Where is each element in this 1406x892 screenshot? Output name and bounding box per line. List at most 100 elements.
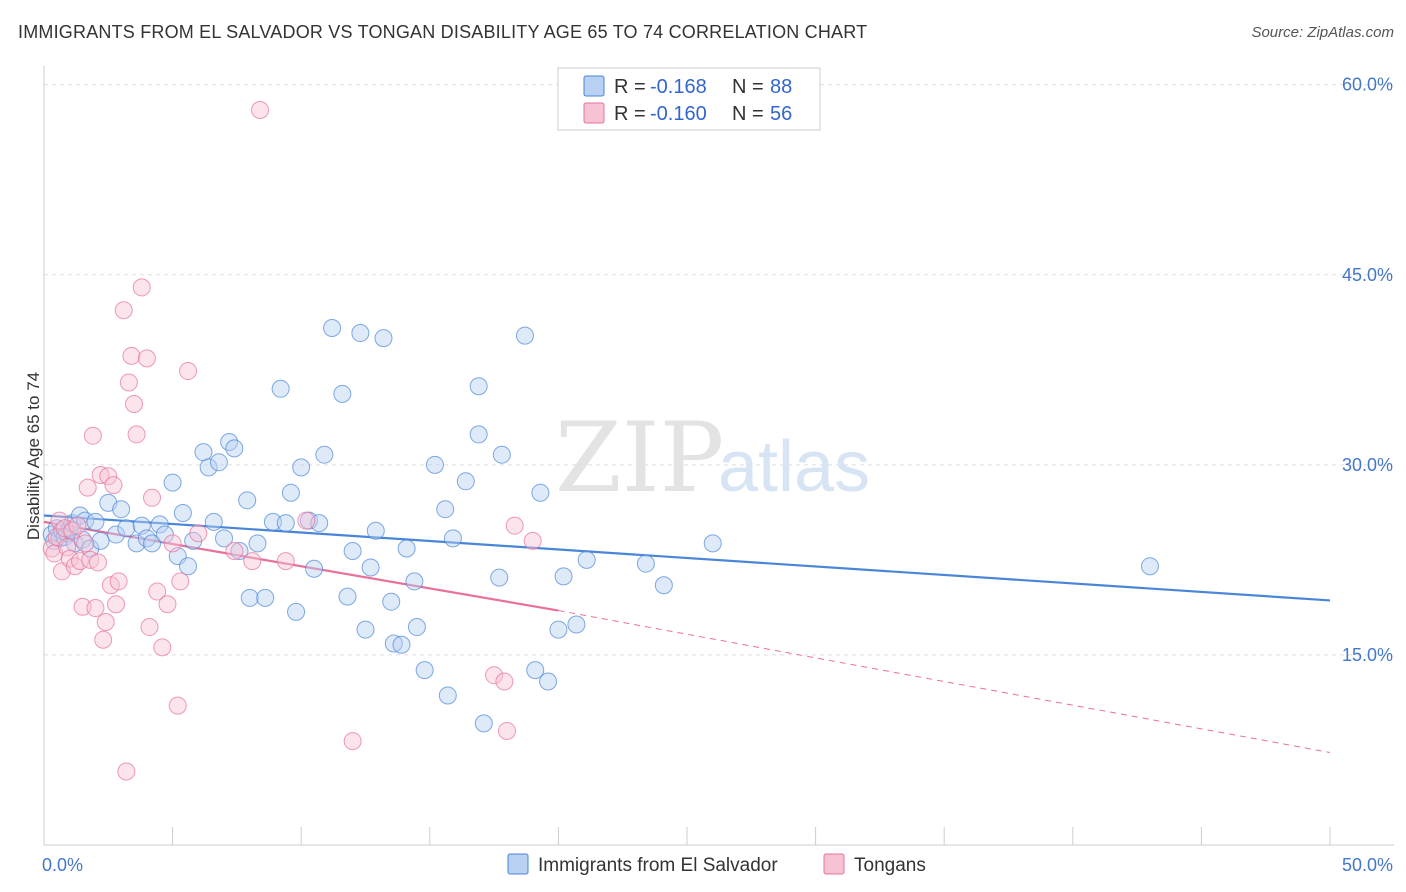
point-0-48 bbox=[292, 458, 311, 477]
point-1-54 bbox=[505, 516, 524, 535]
point-0-46 bbox=[281, 483, 300, 502]
series-0 bbox=[42, 318, 1159, 733]
legend-swatch-blue bbox=[583, 75, 605, 97]
point-0-77 bbox=[490, 568, 509, 587]
point-0-34 bbox=[209, 453, 228, 472]
legend-r-label-1: R = bbox=[614, 76, 646, 98]
point-0-50 bbox=[305, 559, 324, 578]
chart-title: IMMIGRANTS FROM EL SALVADOR VS TONGAN DI… bbox=[18, 22, 868, 42]
x-tick-label-0: 0.0% bbox=[42, 855, 83, 875]
point-0-18 bbox=[112, 500, 131, 519]
point-1-53 bbox=[497, 721, 516, 740]
axes bbox=[43, 66, 1394, 846]
point-0-55 bbox=[338, 587, 357, 606]
point-0-57 bbox=[351, 324, 370, 343]
point-0-31 bbox=[194, 443, 213, 462]
point-0-61 bbox=[374, 329, 393, 348]
legend-swatch-pink bbox=[583, 102, 605, 124]
point-1-43 bbox=[179, 362, 198, 381]
point-1-44 bbox=[189, 524, 208, 543]
point-1-0 bbox=[42, 539, 61, 558]
point-1-37 bbox=[148, 582, 167, 601]
point-0-38 bbox=[230, 542, 249, 561]
point-1-28 bbox=[117, 762, 136, 781]
watermark-atlas: atlas bbox=[718, 427, 870, 507]
point-1-39 bbox=[158, 595, 177, 614]
point-1-20 bbox=[94, 630, 113, 649]
point-0-19 bbox=[117, 519, 136, 538]
point-1-50 bbox=[343, 732, 362, 751]
gridlines bbox=[44, 84, 1394, 656]
point-1-33 bbox=[132, 278, 151, 297]
point-1-45 bbox=[225, 542, 244, 561]
point-0-17 bbox=[107, 525, 126, 544]
point-0-20 bbox=[127, 534, 146, 553]
y-tick-label-3: 60.0% bbox=[1342, 75, 1393, 95]
x-tick-label-1: 50.0% bbox=[1342, 855, 1393, 875]
point-0-79 bbox=[515, 326, 534, 345]
trend-line-ext-1 bbox=[558, 610, 1331, 753]
point-1-38 bbox=[153, 638, 172, 657]
point-0-65 bbox=[397, 539, 416, 558]
point-0-40 bbox=[240, 588, 259, 607]
point-0-85 bbox=[567, 615, 586, 634]
point-0-58 bbox=[356, 620, 375, 639]
point-1-12 bbox=[73, 597, 92, 616]
legend-r-value-1: -0.168 bbox=[650, 76, 707, 98]
point-0-23 bbox=[143, 534, 162, 553]
point-0-90 bbox=[1140, 557, 1159, 576]
point-0-47 bbox=[287, 602, 306, 621]
point-0-37 bbox=[225, 439, 244, 458]
point-0-89 bbox=[703, 534, 722, 553]
chart-source: Source: ZipAtlas.com bbox=[1251, 24, 1394, 41]
point-0-70 bbox=[436, 500, 455, 519]
point-1-26 bbox=[109, 572, 128, 591]
point-1-52 bbox=[495, 672, 514, 691]
point-0-41 bbox=[248, 534, 267, 553]
point-0-33 bbox=[204, 512, 223, 531]
point-1-35 bbox=[140, 618, 159, 637]
point-0-81 bbox=[531, 483, 550, 502]
legend-n-label-2: N = bbox=[732, 103, 764, 125]
point-0-88 bbox=[654, 576, 673, 595]
point-0-35 bbox=[215, 529, 234, 548]
point-1-13 bbox=[76, 534, 95, 553]
point-1-30 bbox=[122, 346, 141, 365]
legend-r-label-2: R = bbox=[614, 103, 646, 125]
point-0-43 bbox=[263, 512, 282, 531]
series-points bbox=[42, 101, 1159, 781]
point-0-44 bbox=[271, 379, 290, 398]
point-0-32 bbox=[199, 458, 218, 477]
point-1-10 bbox=[68, 516, 87, 535]
point-1-31 bbox=[125, 395, 144, 414]
point-1-21 bbox=[96, 612, 115, 631]
point-1-51 bbox=[485, 666, 504, 685]
point-1-41 bbox=[168, 696, 187, 715]
bottom-legend-label-1: Immigrants from El Salvador bbox=[538, 855, 778, 876]
point-0-10 bbox=[71, 506, 90, 525]
point-1-25 bbox=[107, 595, 126, 614]
point-0-42 bbox=[256, 588, 275, 607]
point-0-52 bbox=[315, 445, 334, 464]
point-0-29 bbox=[179, 557, 198, 576]
point-1-22 bbox=[99, 467, 118, 486]
point-0-82 bbox=[539, 672, 558, 691]
point-1-46 bbox=[243, 552, 262, 571]
point-0-53 bbox=[323, 318, 342, 337]
x-tick-labels: 0.0% 50.0% bbox=[42, 855, 1393, 875]
point-1-29 bbox=[119, 373, 138, 392]
point-1-36 bbox=[143, 488, 162, 507]
point-0-64 bbox=[392, 635, 411, 654]
point-0-83 bbox=[549, 620, 568, 639]
point-0-59 bbox=[361, 558, 380, 577]
point-1-27 bbox=[114, 301, 133, 320]
point-0-39 bbox=[238, 491, 257, 510]
legend: R = -0.168 N = 88 R = -0.160 N = 56 bbox=[557, 67, 821, 131]
point-1-47 bbox=[251, 101, 270, 120]
point-0-78 bbox=[492, 445, 511, 464]
point-0-84 bbox=[554, 567, 573, 586]
point-1-48 bbox=[276, 552, 295, 571]
point-1-16 bbox=[83, 426, 102, 445]
point-1-24 bbox=[104, 476, 123, 495]
